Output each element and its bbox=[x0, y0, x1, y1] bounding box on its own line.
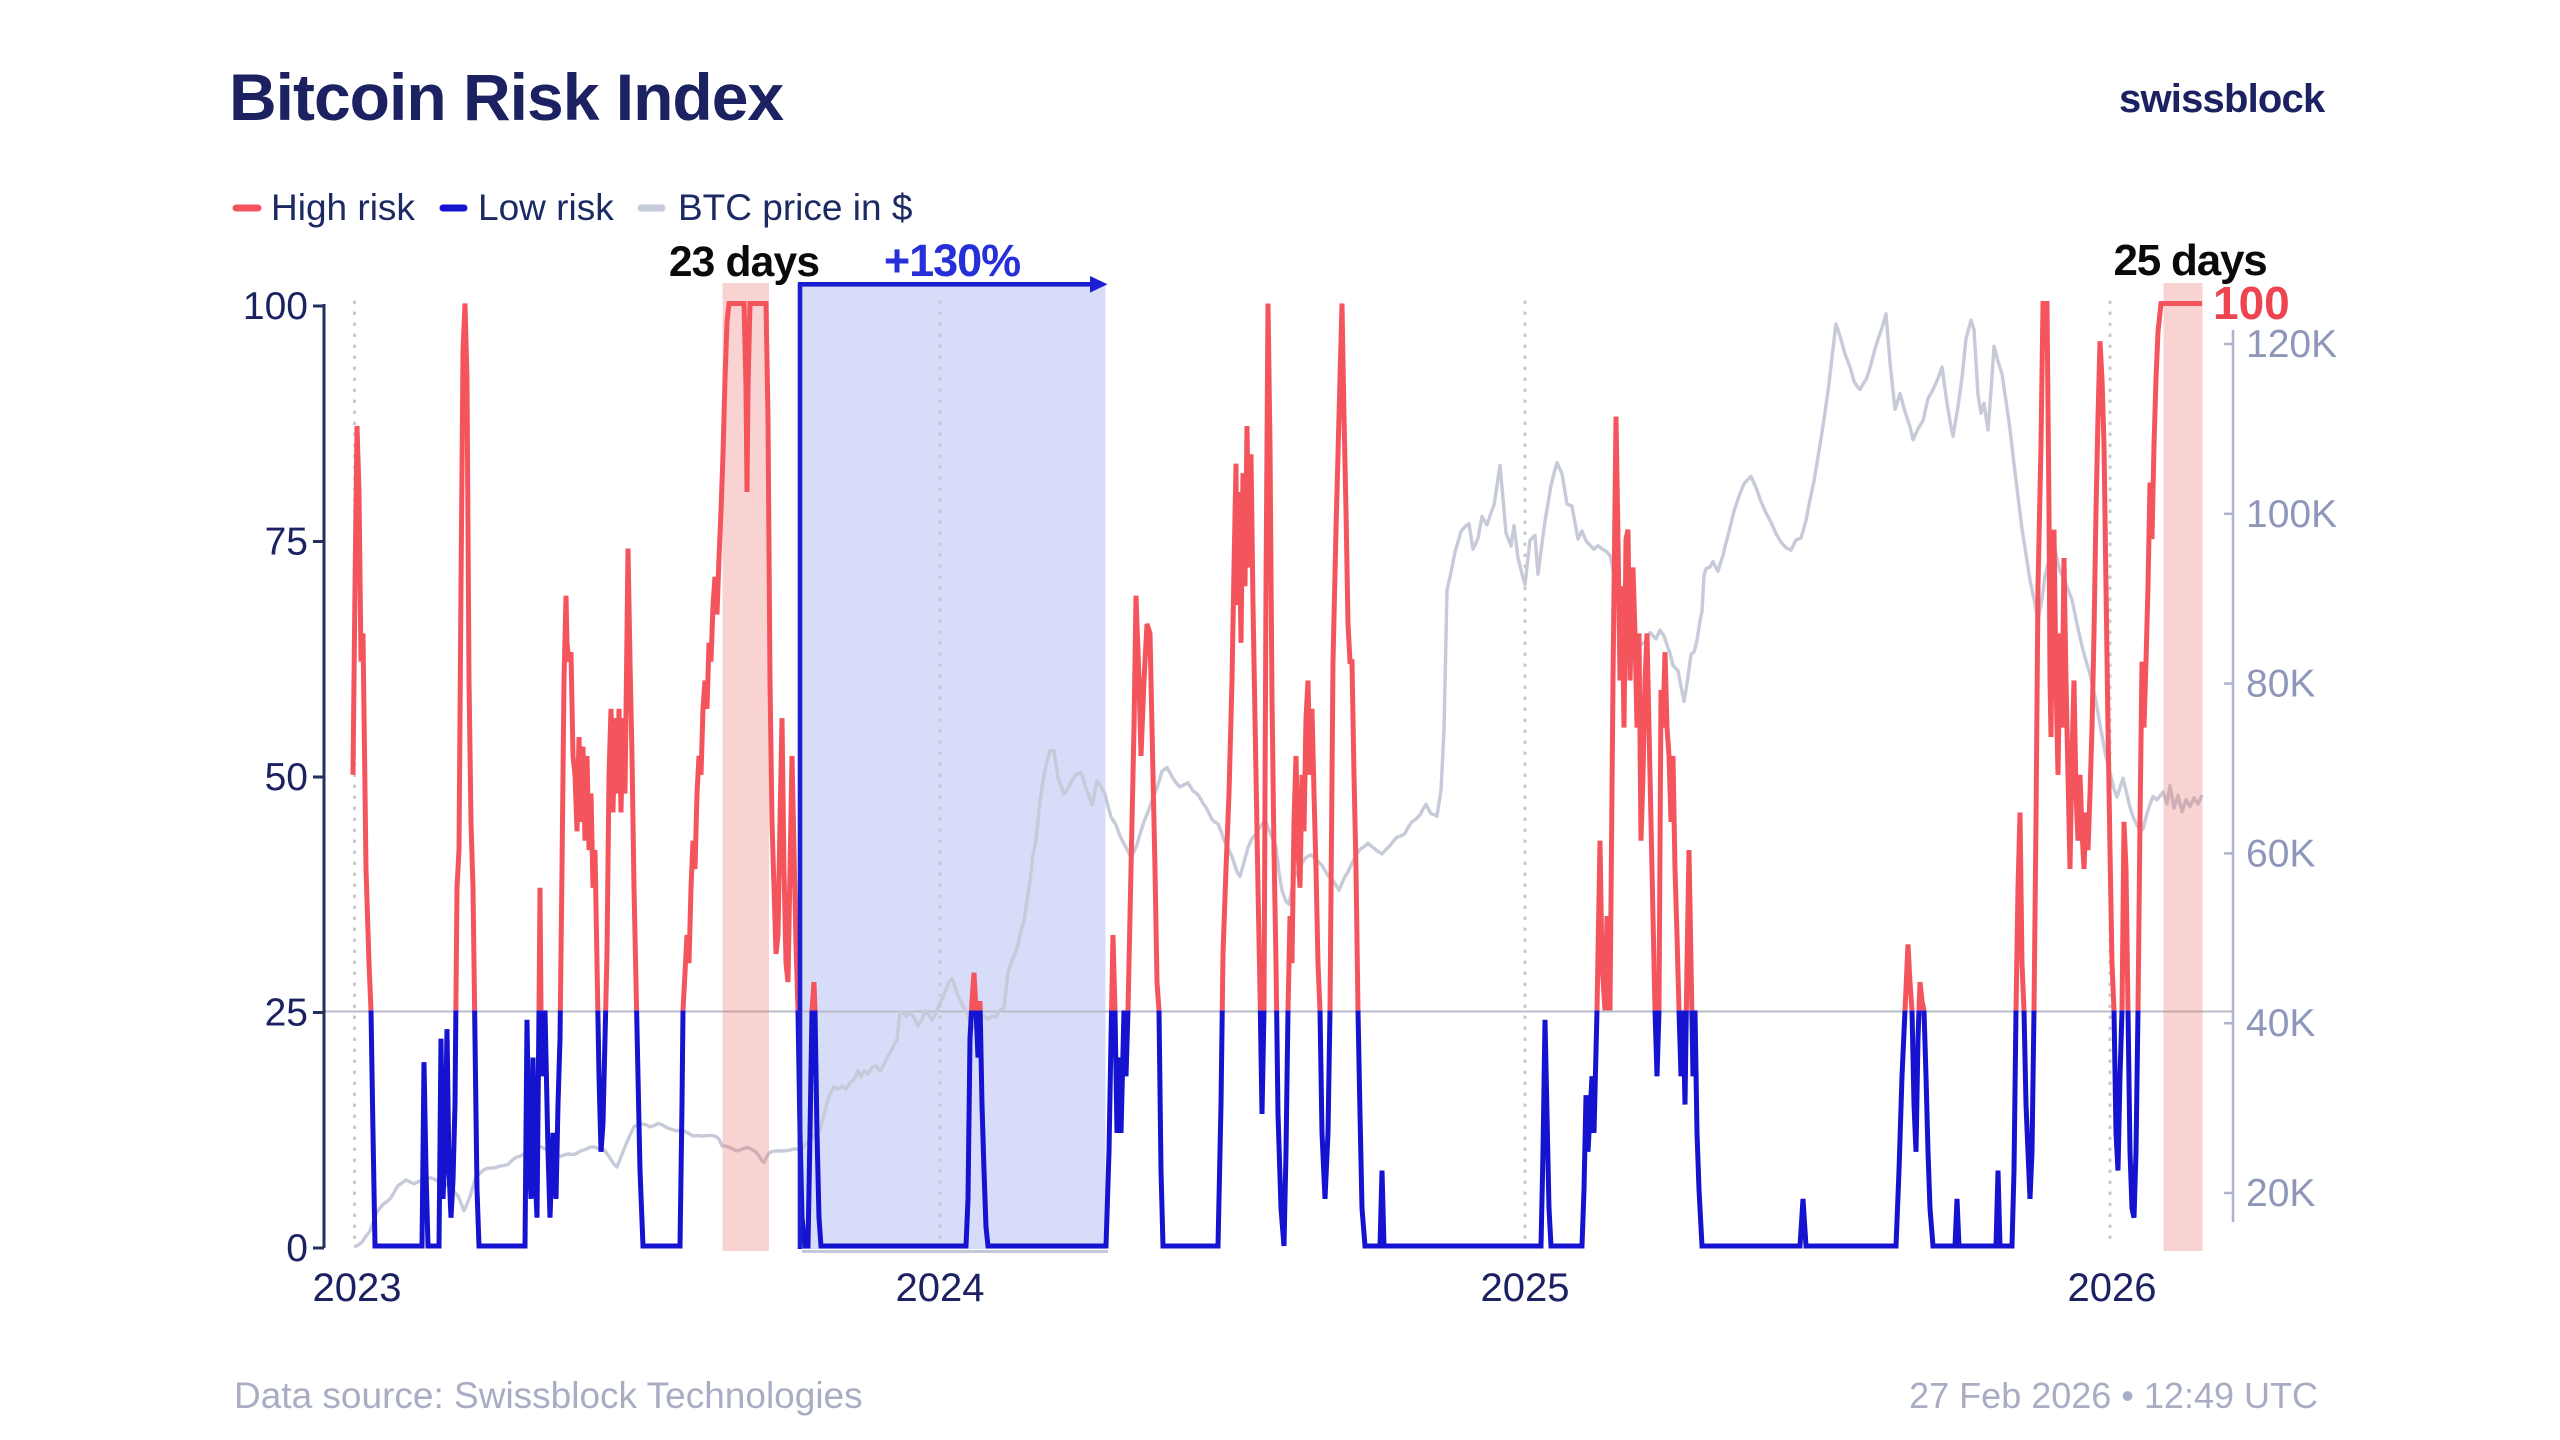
svg-text:25 days: 25 days bbox=[2113, 236, 2266, 285]
svg-text:Low risk: Low risk bbox=[478, 187, 614, 228]
svg-text:Bitcoin Risk Index: Bitcoin Risk Index bbox=[229, 60, 784, 134]
svg-text:Data source: Swissblock Techno: Data source: Swissblock Technologies bbox=[234, 1375, 863, 1416]
svg-text:23 days: 23 days bbox=[669, 239, 819, 286]
svg-text:100: 100 bbox=[2213, 277, 2290, 329]
svg-text:BTC price in $: BTC price in $ bbox=[678, 187, 912, 228]
svg-text:0: 0 bbox=[286, 1227, 308, 1270]
svg-text:60K: 60K bbox=[2246, 832, 2315, 875]
svg-text:100K: 100K bbox=[2246, 493, 2337, 536]
svg-text:+130%: +130% bbox=[884, 235, 1020, 286]
svg-text:2026: 2026 bbox=[2068, 1266, 2157, 1310]
svg-text:75: 75 bbox=[265, 521, 308, 564]
svg-text:27 Feb 2026 • 12:49 UTC: 27 Feb 2026 • 12:49 UTC bbox=[1909, 1375, 2318, 1416]
svg-text:25: 25 bbox=[265, 992, 308, 1035]
svg-text:2024: 2024 bbox=[896, 1266, 985, 1310]
svg-text:20K: 20K bbox=[2246, 1172, 2315, 1215]
svg-text:80K: 80K bbox=[2246, 663, 2315, 706]
svg-text:100: 100 bbox=[243, 285, 308, 328]
svg-text:50: 50 bbox=[265, 756, 308, 799]
svg-text:2023: 2023 bbox=[313, 1266, 402, 1310]
svg-text:High risk: High risk bbox=[271, 187, 415, 228]
svg-text:120K: 120K bbox=[2246, 323, 2337, 366]
svg-text:2025: 2025 bbox=[1481, 1266, 1570, 1310]
svg-text:swissblock: swissblock bbox=[2119, 77, 2326, 121]
svg-text:40K: 40K bbox=[2246, 1002, 2315, 1045]
